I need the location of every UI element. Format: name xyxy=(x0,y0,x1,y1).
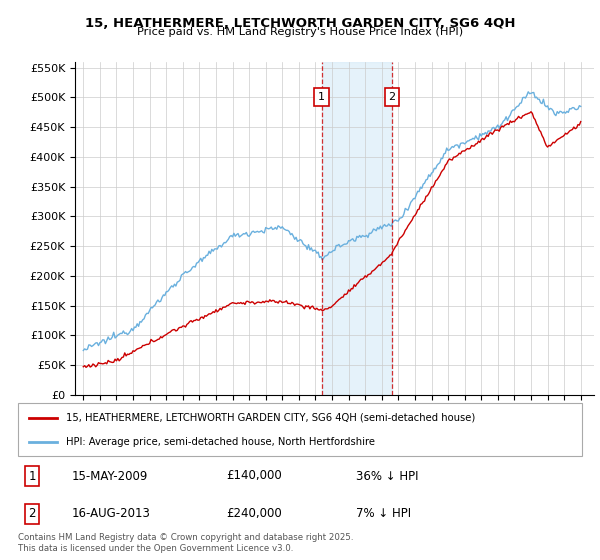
Text: 16-AUG-2013: 16-AUG-2013 xyxy=(71,507,151,520)
Text: £240,000: £240,000 xyxy=(227,507,283,520)
Text: 15-MAY-2009: 15-MAY-2009 xyxy=(71,469,148,483)
Text: 2: 2 xyxy=(388,92,395,102)
Text: 2: 2 xyxy=(28,507,36,520)
Text: 36% ↓ HPI: 36% ↓ HPI xyxy=(356,469,419,483)
Text: 15, HEATHERMERE, LETCHWORTH GARDEN CITY, SG6 4QH: 15, HEATHERMERE, LETCHWORTH GARDEN CITY,… xyxy=(85,17,515,30)
Text: £140,000: £140,000 xyxy=(227,469,283,483)
Text: Contains HM Land Registry data © Crown copyright and database right 2025.
This d: Contains HM Land Registry data © Crown c… xyxy=(18,533,353,553)
Text: 1: 1 xyxy=(28,469,36,483)
Bar xyxy=(322,62,392,395)
Text: 15, HEATHERMERE, LETCHWORTH GARDEN CITY, SG6 4QH (semi-detached house): 15, HEATHERMERE, LETCHWORTH GARDEN CITY,… xyxy=(66,413,475,423)
Text: 1: 1 xyxy=(318,92,325,102)
Text: Price paid vs. HM Land Registry's House Price Index (HPI): Price paid vs. HM Land Registry's House … xyxy=(137,27,463,37)
Text: HPI: Average price, semi-detached house, North Hertfordshire: HPI: Average price, semi-detached house,… xyxy=(66,437,375,447)
Text: 7% ↓ HPI: 7% ↓ HPI xyxy=(356,507,412,520)
